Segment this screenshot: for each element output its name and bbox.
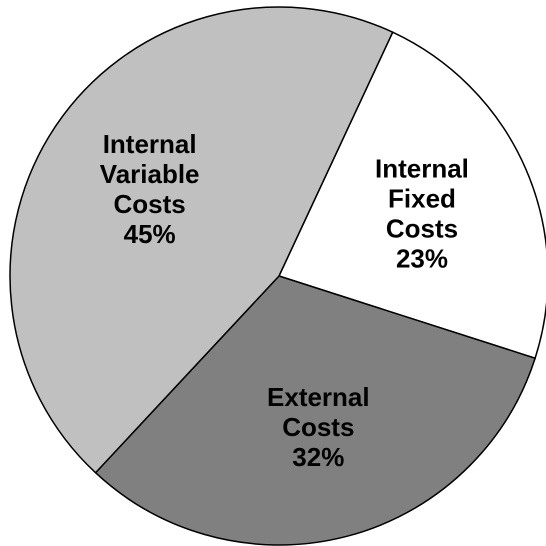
pie-slice-0 [277, 31, 546, 360]
pie-slice-1 [94, 275, 537, 546]
pie-slice-2 [9, 6, 394, 474]
pie-slice-label-2: Internal Variable Costs 45% [100, 129, 200, 249]
pie-slice-label-1: External Costs 32% [267, 382, 370, 472]
pie-slice-label-0: Internal Fixed Costs 23% [375, 154, 469, 274]
